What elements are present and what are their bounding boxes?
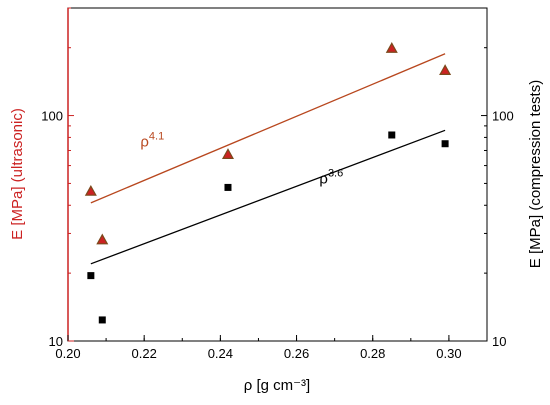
x-tick-label: 0.28	[360, 346, 385, 361]
compression-point	[87, 272, 95, 280]
fit-line-1	[90, 53, 446, 204]
compression-point	[388, 131, 396, 139]
x-tick-label: 0.26	[284, 346, 309, 361]
x-tick-label: 0.24	[208, 346, 233, 361]
ultrasonic-point	[439, 64, 452, 75]
ultrasonic-point	[221, 148, 235, 159]
x-axis-ticks: 0.20 0.22 0.24 0.26 0.28 0.30	[55, 335, 488, 361]
compression-point	[441, 140, 449, 148]
left-axis-ticks: 10 100	[41, 7, 74, 349]
fit-label-2: ρ3.6	[319, 167, 343, 187]
x-axis-title: ρ [g cm⁻³]	[244, 377, 310, 394]
right-tick-label: 100	[492, 109, 514, 124]
right-axis-title: E [MPa] (compression tests)	[527, 80, 544, 268]
right-tick-label: 10	[492, 334, 506, 349]
data-points	[84, 42, 452, 324]
fit-annotations: ρ4.1 ρ3.6	[140, 130, 343, 187]
fit-lines	[90, 53, 446, 265]
compression-point	[98, 316, 106, 324]
compression-point	[224, 183, 232, 191]
plot-frame	[67, 7, 488, 342]
left-tick-label: 10	[49, 334, 63, 349]
fit-line-2	[90, 129, 446, 265]
ultrasonic-point	[84, 184, 97, 196]
ultrasonic-point	[96, 233, 109, 245]
fit-label-1: ρ4.1	[140, 130, 164, 150]
right-axis-ticks: 10 100	[481, 7, 514, 349]
left-tick-label: 100	[41, 109, 63, 124]
ultrasonic-point	[385, 42, 398, 53]
x-tick-label: 0.30	[436, 346, 461, 361]
x-tick-label: 0.20	[55, 346, 80, 361]
left-axis-title: E [MPa] (ultrasonic)	[9, 108, 26, 240]
x-tick-label: 0.22	[132, 346, 157, 361]
